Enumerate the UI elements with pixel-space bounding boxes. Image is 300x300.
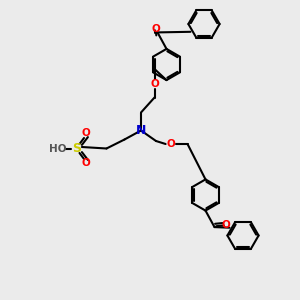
Text: HO: HO [49, 143, 67, 154]
Text: N: N [136, 124, 146, 137]
Text: S: S [72, 142, 81, 155]
Text: O: O [81, 128, 90, 139]
Text: O: O [150, 79, 159, 89]
Text: O: O [152, 24, 161, 34]
Text: O: O [167, 139, 176, 149]
Text: O: O [81, 158, 90, 169]
Text: O: O [221, 220, 230, 230]
